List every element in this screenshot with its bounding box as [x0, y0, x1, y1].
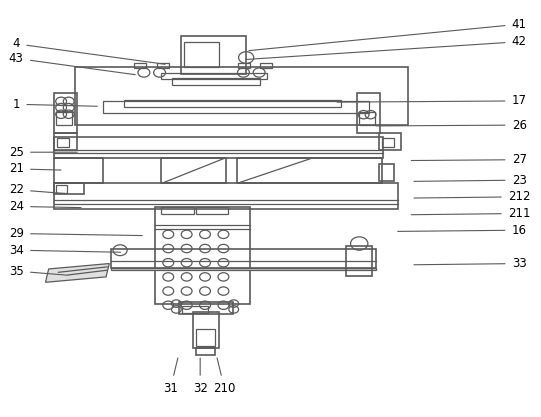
Bar: [172, 78, 260, 85]
Bar: [359, 112, 375, 125]
Bar: [237, 158, 382, 183]
Bar: [379, 164, 394, 181]
Bar: [54, 183, 84, 194]
Bar: [75, 67, 408, 125]
Text: 17: 17: [337, 94, 527, 108]
Text: 25: 25: [9, 146, 77, 159]
Text: 24: 24: [9, 200, 81, 213]
Bar: [161, 73, 267, 79]
Bar: [193, 312, 219, 348]
Bar: [103, 101, 369, 113]
Bar: [157, 63, 169, 68]
Text: 23: 23: [414, 173, 527, 187]
Bar: [54, 93, 77, 133]
Text: 26: 26: [376, 118, 527, 132]
Bar: [382, 138, 394, 147]
Bar: [184, 42, 219, 67]
Bar: [124, 100, 341, 107]
Bar: [54, 183, 398, 208]
Bar: [161, 158, 226, 183]
Bar: [54, 133, 77, 150]
Text: 31: 31: [163, 358, 178, 395]
Text: 4: 4: [12, 37, 165, 64]
Bar: [54, 137, 383, 158]
Text: 41: 41: [249, 18, 527, 50]
Text: 21: 21: [9, 162, 61, 176]
Bar: [161, 207, 194, 214]
Bar: [111, 249, 376, 268]
Bar: [182, 306, 208, 313]
Bar: [379, 133, 401, 150]
Text: 33: 33: [414, 257, 527, 270]
Text: 29: 29: [9, 227, 142, 240]
Bar: [357, 93, 380, 133]
Bar: [155, 207, 250, 304]
Bar: [196, 348, 215, 355]
Bar: [346, 246, 372, 276]
Text: 1: 1: [12, 98, 97, 111]
Polygon shape: [45, 264, 109, 282]
Bar: [196, 207, 228, 214]
Bar: [134, 63, 146, 68]
Text: 16: 16: [398, 224, 527, 237]
Bar: [196, 329, 215, 346]
Bar: [181, 36, 246, 74]
Bar: [238, 63, 250, 68]
Bar: [57, 138, 69, 147]
Text: 212: 212: [414, 190, 531, 203]
Bar: [111, 268, 376, 270]
Text: 34: 34: [9, 244, 121, 257]
Text: 211: 211: [411, 207, 531, 220]
Text: 27: 27: [411, 153, 527, 166]
Bar: [260, 63, 272, 68]
Bar: [54, 158, 103, 183]
Bar: [179, 302, 233, 314]
Text: 35: 35: [9, 264, 65, 278]
Text: 210: 210: [213, 358, 236, 395]
Text: 22: 22: [9, 183, 68, 196]
Text: 32: 32: [193, 358, 208, 395]
Bar: [56, 185, 67, 193]
Text: 42: 42: [246, 35, 527, 60]
Bar: [56, 112, 72, 125]
Text: 43: 43: [9, 52, 135, 75]
